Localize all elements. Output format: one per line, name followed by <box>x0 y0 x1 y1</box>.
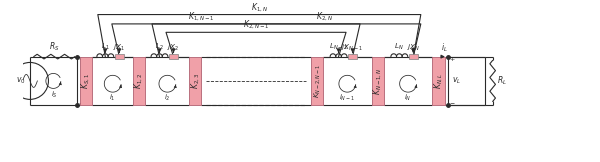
Text: $K_{N-2,N-1}$: $K_{N-2,N-1}$ <box>312 64 322 98</box>
Text: $K_{1,2}$: $K_{1,2}$ <box>133 73 145 89</box>
Bar <box>133 57 145 105</box>
Text: $-$: $-$ <box>78 100 85 105</box>
Text: $v_L$: $v_L$ <box>452 76 461 86</box>
Text: $i_{N-1}$: $i_{N-1}$ <box>339 93 355 103</box>
Bar <box>409 54 418 59</box>
Text: $K_{N-1,N}$: $K_{N-1,N}$ <box>371 67 384 95</box>
Bar <box>115 54 124 59</box>
Text: $K_{2,N-1}$: $K_{2,N-1}$ <box>243 19 269 31</box>
Bar <box>433 57 445 105</box>
Text: $K_{1,N-1}$: $K_{1,N-1}$ <box>188 11 214 23</box>
Bar <box>190 57 202 105</box>
Text: $-$: $-$ <box>449 100 456 105</box>
Text: $v_S$: $v_S$ <box>80 76 90 86</box>
Text: $K_{S,1}$: $K_{S,1}$ <box>80 73 92 89</box>
Text: $jX_1$: $jX_1$ <box>113 43 125 53</box>
Text: $jX_N$: $jX_N$ <box>407 43 420 53</box>
Text: $v_0$: $v_0$ <box>16 76 25 86</box>
Text: $K_{1,N}$: $K_{1,N}$ <box>251 1 268 14</box>
Bar <box>169 54 178 59</box>
Bar <box>371 57 384 105</box>
Text: $jX_2$: $jX_2$ <box>167 43 180 53</box>
Text: $i_L$: $i_L$ <box>440 41 448 54</box>
Text: $L_N$: $L_N$ <box>394 42 404 52</box>
Text: $jX_{N-1}$: $jX_{N-1}$ <box>341 43 364 53</box>
Text: $R_L$: $R_L$ <box>497 75 508 87</box>
Text: $L_1$: $L_1$ <box>101 42 110 52</box>
Text: $K_{N,L}$: $K_{N,L}$ <box>433 73 445 89</box>
Text: $i_1$: $i_1$ <box>109 93 116 103</box>
Text: +: + <box>449 57 454 62</box>
Text: $L_2$: $L_2$ <box>155 42 164 52</box>
Text: $i_S$: $i_S$ <box>51 90 58 100</box>
Text: $K_{2,3}$: $K_{2,3}$ <box>189 73 202 89</box>
Text: $i_2$: $i_2$ <box>164 93 170 103</box>
Text: $K_{2,N}$: $K_{2,N}$ <box>316 11 333 23</box>
Text: $i_N$: $i_N$ <box>404 93 412 103</box>
Bar <box>80 57 92 105</box>
Text: $L_{N-1}$: $L_{N-1}$ <box>329 42 348 52</box>
Bar <box>311 57 323 105</box>
Bar <box>348 54 357 59</box>
Text: +: + <box>78 57 83 62</box>
Text: $R_S$: $R_S$ <box>49 40 59 53</box>
